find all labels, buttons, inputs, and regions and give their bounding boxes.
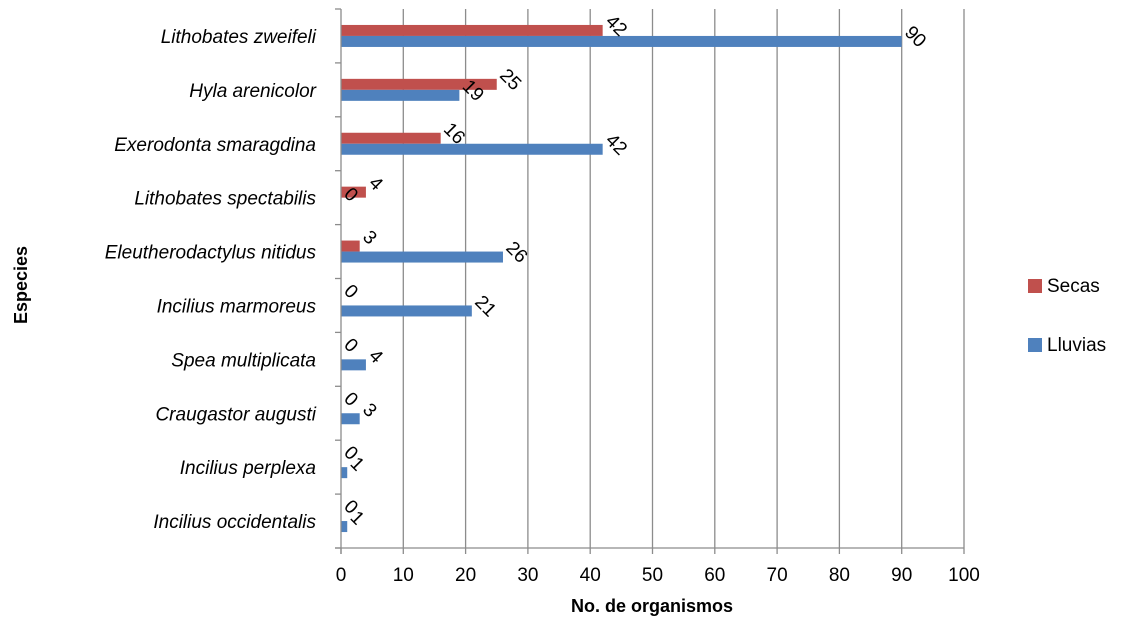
category-label: Incilius marmoreus xyxy=(157,296,317,317)
x-tick-label: 30 xyxy=(517,565,538,586)
legend-label-lluvias: Lluvias xyxy=(1047,335,1106,356)
bar-secas-1 xyxy=(341,78,497,90)
data-label-lluvias: 90 xyxy=(900,22,930,52)
legend: Secas Lluvias xyxy=(1028,276,1106,356)
data-label-secas: 0 xyxy=(339,388,361,410)
bars xyxy=(341,24,902,533)
category-label: Eleutherodactylus nitidus xyxy=(105,243,317,264)
bar-secas-0 xyxy=(341,24,603,36)
legend-swatch-lluvias xyxy=(1028,338,1042,352)
data-label-lluvias: 4 xyxy=(364,346,387,369)
category-label: Incilius occidentalis xyxy=(153,512,316,533)
bar-lluvias-4 xyxy=(341,251,503,263)
x-tick-label: 50 xyxy=(642,565,663,586)
x-tick-label: 0 xyxy=(336,565,347,586)
category-label: Spea multiplicata xyxy=(171,350,316,371)
x-tick-label: 60 xyxy=(704,565,725,586)
bar-lluvias-5 xyxy=(341,305,472,317)
axes xyxy=(335,8,965,554)
category-label: Exerodonta smaragdina xyxy=(114,135,316,156)
category-label: Lithobates zweifeli xyxy=(161,27,317,48)
bar-lluvias-6 xyxy=(341,359,366,371)
data-label-lluvias: 26 xyxy=(501,238,531,268)
data-label-secas: 25 xyxy=(495,65,525,95)
category-labels: Lithobates zweifeli Hyla arenicolor Exerod… xyxy=(105,27,317,533)
x-tick-label: 10 xyxy=(393,565,414,586)
y-axis-title: Especies xyxy=(11,246,31,324)
data-label-secas: 3 xyxy=(358,227,380,249)
category-label: Incilius perplexa xyxy=(180,458,316,479)
bar-lluvias-1 xyxy=(341,89,460,101)
bar-lluvias-0 xyxy=(341,35,902,47)
tick-labels: 0 10 20 30 40 50 60 70 80 90 100 xyxy=(336,565,980,586)
x-tick-label: 40 xyxy=(580,565,601,586)
data-label-secas: 0 xyxy=(339,335,361,357)
data-label-lluvias: 3 xyxy=(358,399,380,421)
bar-lluvias-7 xyxy=(341,413,360,425)
category-label: Craugastor augusti xyxy=(155,404,316,425)
bar-lluvias-9 xyxy=(341,521,348,533)
data-label-lluvias: 42 xyxy=(601,130,631,160)
x-tick-label: 20 xyxy=(455,565,476,586)
bar-secas-2 xyxy=(341,132,441,144)
category-label: Lithobates spectabilis xyxy=(134,189,316,210)
data-label-secas: 0 xyxy=(339,281,361,303)
legend-label-secas: Secas xyxy=(1047,276,1100,297)
bar-lluvias-2 xyxy=(341,143,603,155)
x-tick-label: 100 xyxy=(948,565,980,586)
data-label-lluvias: 21 xyxy=(470,292,500,322)
x-tick-label: 80 xyxy=(829,565,850,586)
bar-secas-4 xyxy=(341,240,360,252)
data-label-secas: 4 xyxy=(364,173,387,196)
legend-swatch-secas xyxy=(1028,279,1042,293)
gridlines xyxy=(402,9,965,548)
x-tick-label: 90 xyxy=(891,565,912,586)
bar-lluvias-8 xyxy=(341,467,348,479)
category-label: Hyla arenicolor xyxy=(189,81,316,102)
x-axis-title: No. de organismos xyxy=(571,596,733,616)
bar-secas-3 xyxy=(341,186,366,198)
x-tick-label: 70 xyxy=(767,565,788,586)
